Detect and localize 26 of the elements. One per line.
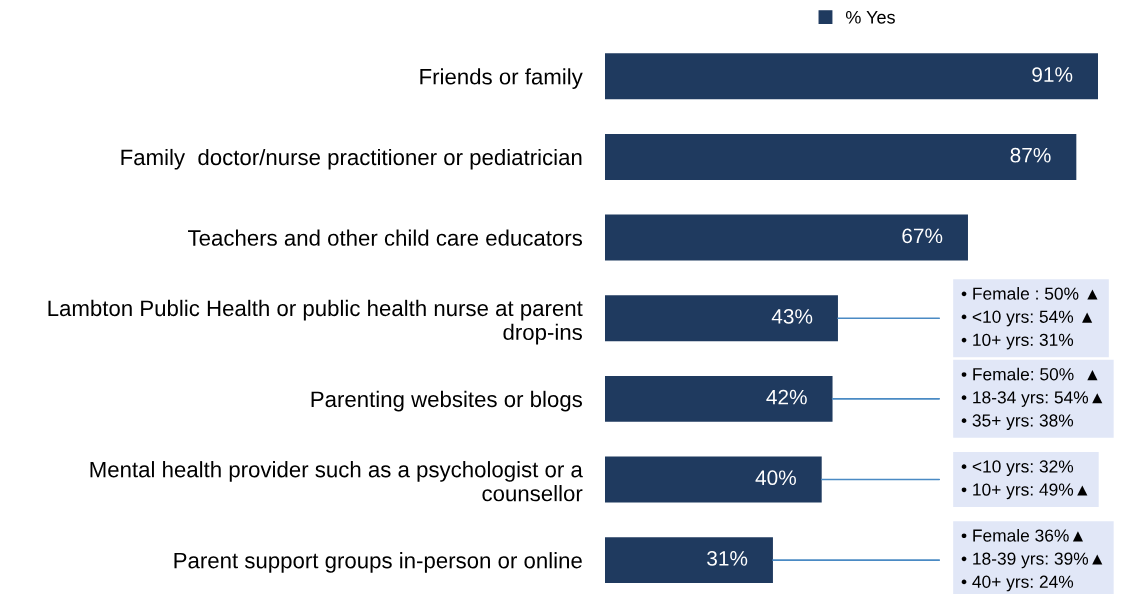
data-label: 91%: [1032, 67, 1073, 82]
data-label: 31%: [707, 550, 748, 566]
y-tick-label: Parent support groups in-person or online: [174, 552, 582, 573]
bar: [605, 537, 773, 584]
annotation: • Female: 50% ▲ • 18-34 yrs: 54%▲ • 35+ yrs: 38%: [961, 367, 1103, 431]
y-tick-label: Teachers and other child care educators: [188, 229, 583, 246]
y-tick-label: Friends or family: [420, 68, 583, 89]
legend-label: % Yes: [845, 10, 895, 24]
y-tick-label: Family doctor/nurse practitioner or pediatrician: [121, 148, 582, 170]
y-tick-label: Mental health provider such as a psychologist or a counsellor: [90, 461, 583, 502]
bar: [605, 456, 822, 503]
annotation: • <10 yrs: 32% • 10+ yrs: 49%▲: [961, 460, 1088, 500]
bar: [605, 214, 968, 261]
annotation: • Female 36%▲ • 18-39 yrs: 39%▲ • 40+ yrs: 24%: [961, 528, 1103, 592]
bar: [605, 295, 838, 342]
y-tick-label: Lambton Public Health or public health nurse at parent drop-ins: [48, 299, 583, 345]
bar: [605, 53, 1098, 100]
annotation: • Female : 50% ▲ • <10 yrs: 54% ▲ • 10+ yrs: 31%: [961, 287, 1098, 350]
data-label: 40%: [755, 470, 796, 486]
data-label: 42%: [766, 389, 807, 405]
bar: [605, 133, 1077, 180]
bar: [605, 375, 833, 422]
data-label: 87%: [1010, 147, 1051, 163]
y-tick-label: Parenting websites or blogs: [311, 390, 582, 412]
data-label: 43%: [771, 309, 813, 324]
data-label: 67%: [902, 228, 943, 244]
